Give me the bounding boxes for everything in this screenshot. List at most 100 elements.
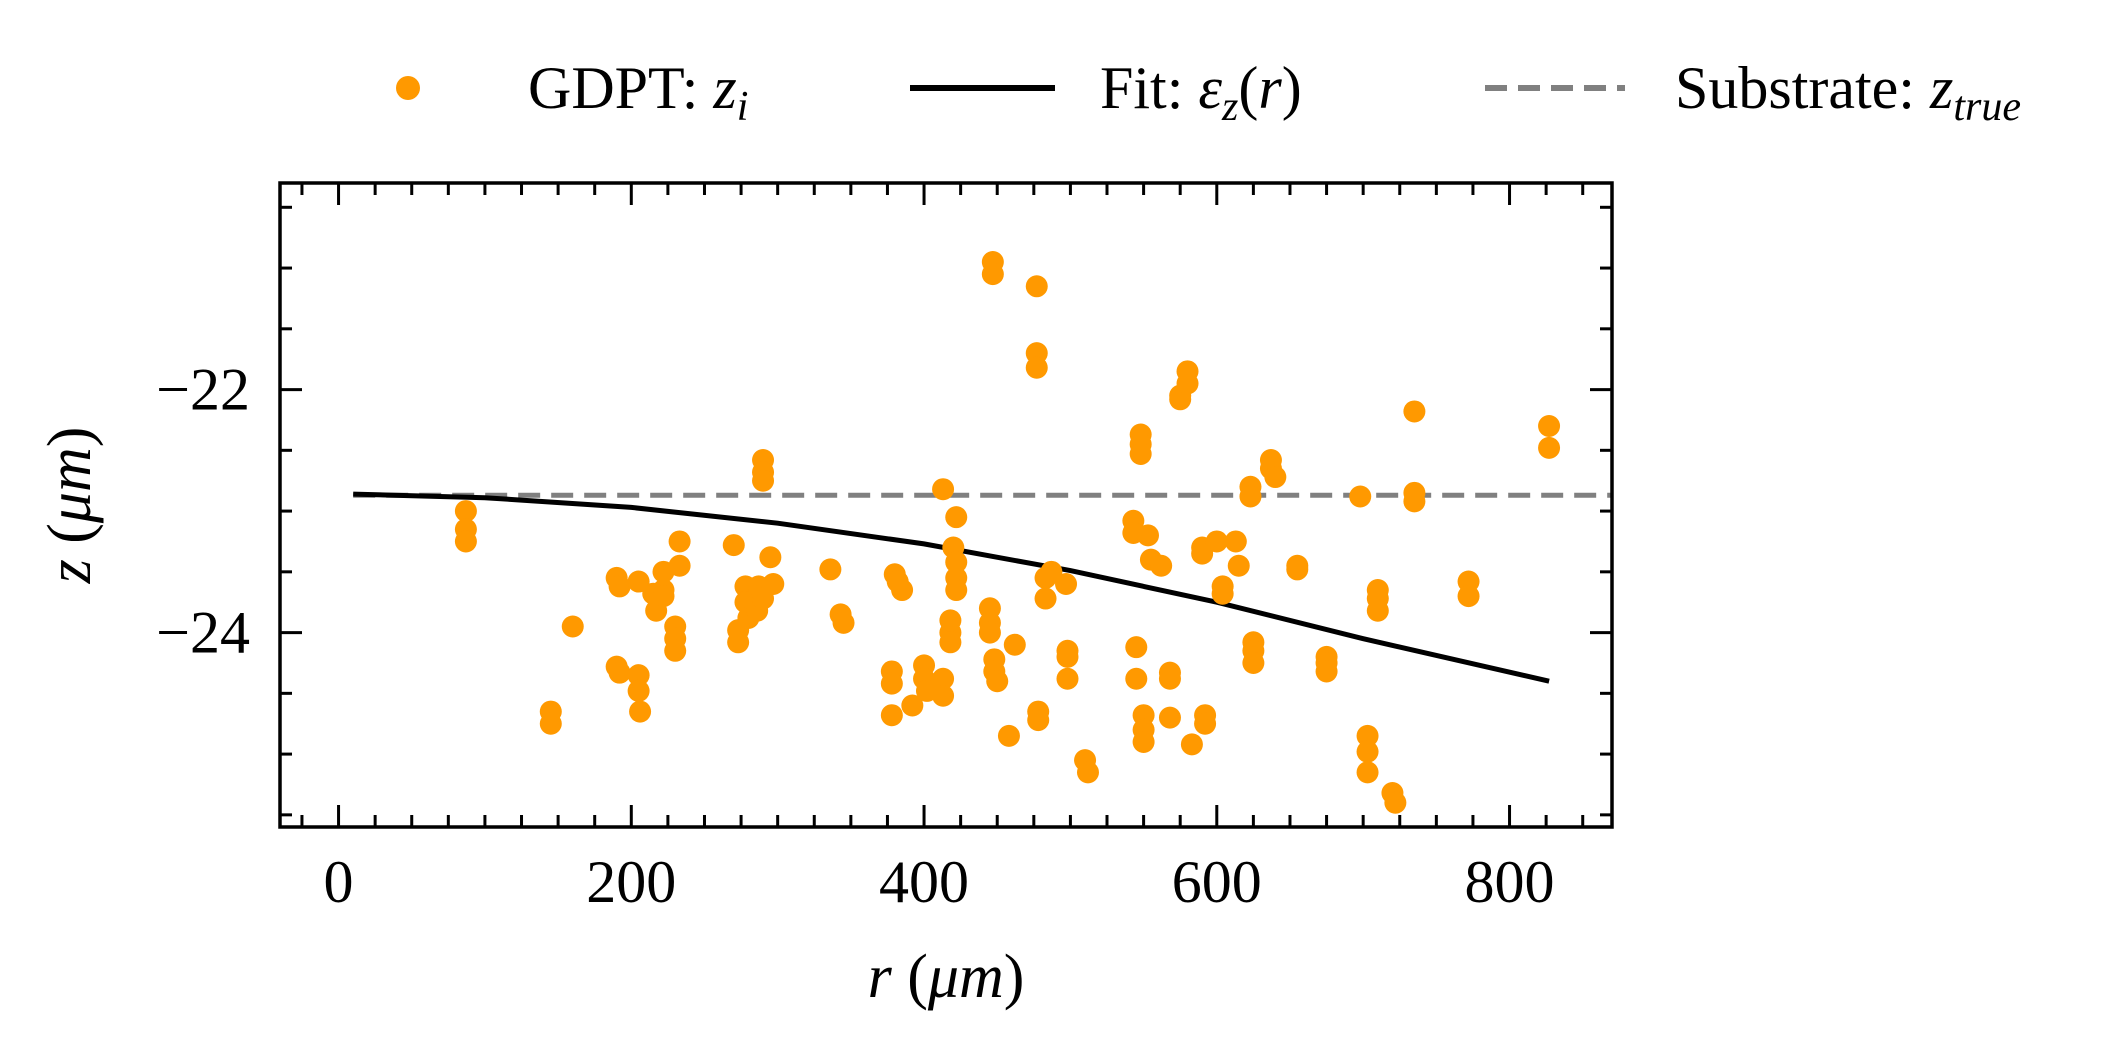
data-point xyxy=(664,639,687,662)
data-point xyxy=(627,664,650,687)
x-tick-label: 400 xyxy=(879,849,969,915)
fit-line xyxy=(353,491,1550,684)
data-point xyxy=(1158,706,1181,729)
data-point xyxy=(1076,761,1099,784)
data-point xyxy=(819,558,842,581)
data-point xyxy=(1158,667,1181,690)
data-point xyxy=(454,500,477,523)
data-point xyxy=(1239,485,1262,508)
axes: 0 200 400 600 800 −22 −24 r (μm) z (μm) xyxy=(36,181,1614,1011)
data-point xyxy=(945,551,968,574)
y-tick-label: −22 xyxy=(156,357,250,423)
data-point xyxy=(932,684,955,707)
legend-label: Fit: εz(r) xyxy=(1100,55,1302,130)
data-point xyxy=(981,263,1004,286)
data-point xyxy=(1224,530,1247,553)
data-point xyxy=(997,724,1020,747)
data-point xyxy=(1040,560,1063,583)
data-point xyxy=(1356,724,1379,747)
data-point xyxy=(629,700,652,723)
data-point xyxy=(945,579,968,602)
legend-marker-dot xyxy=(396,76,420,100)
data-point xyxy=(1191,542,1214,565)
x-tick-label: 200 xyxy=(586,849,676,915)
data-point xyxy=(1056,645,1079,668)
data-point xyxy=(1055,572,1078,595)
data-point xyxy=(1227,554,1250,577)
x-tick-label: 800 xyxy=(1465,849,1555,915)
data-point xyxy=(1003,633,1026,656)
data-point xyxy=(1136,524,1159,547)
data-point xyxy=(1125,636,1148,659)
data-point xyxy=(891,579,914,602)
legend-label: Substrate: ztrue xyxy=(1675,55,2021,130)
data-point xyxy=(1403,400,1426,423)
data-point xyxy=(1538,415,1561,438)
data-point xyxy=(1129,442,1152,465)
data-point xyxy=(1027,709,1050,732)
data-point xyxy=(1242,651,1265,674)
data-point xyxy=(561,615,584,638)
data-point xyxy=(1180,733,1203,756)
x-tick-label: 600 xyxy=(1172,849,1262,915)
data-point xyxy=(668,530,691,553)
data-point xyxy=(1125,667,1148,690)
legend-label: GDPT: zi xyxy=(528,55,748,130)
data-point xyxy=(1150,554,1173,577)
data-point xyxy=(608,575,631,598)
data-point xyxy=(752,469,775,492)
data-point xyxy=(1176,372,1199,395)
data-point xyxy=(1286,558,1309,581)
legend-item: GDPT: zi xyxy=(396,55,748,130)
data-point xyxy=(1457,585,1480,608)
data-point xyxy=(1025,356,1048,379)
data-point xyxy=(539,712,562,735)
data-point xyxy=(454,530,477,553)
data-point xyxy=(627,570,650,593)
data-point xyxy=(762,572,785,595)
y-tick-label: −24 xyxy=(156,600,250,666)
data-point xyxy=(1538,436,1561,459)
data-point xyxy=(932,478,955,501)
data-point xyxy=(880,672,903,695)
data-point xyxy=(1056,667,1079,690)
data-point xyxy=(1264,466,1287,489)
data-point xyxy=(939,609,962,632)
data-point xyxy=(627,679,650,702)
data-point xyxy=(880,704,903,727)
x-axis-label: r (μm) xyxy=(868,943,1025,1011)
data-point xyxy=(1366,599,1389,622)
data-point xyxy=(1132,730,1155,753)
data-point xyxy=(1211,582,1234,605)
x-tick-label: 0 xyxy=(324,849,354,915)
legend-item: Substrate: ztrue xyxy=(1485,55,2021,130)
data-point xyxy=(832,611,855,634)
y-axis-label: z (μm) xyxy=(36,427,104,585)
legend: GDPT: zi Fit: εz(r) Substrate: ztrue xyxy=(396,55,2021,130)
legend-item: Fit: εz(r) xyxy=(910,55,1302,130)
data-point xyxy=(1025,275,1048,298)
data-point xyxy=(1034,587,1057,610)
data-point xyxy=(1315,660,1338,683)
data-point xyxy=(1384,791,1407,814)
data-point xyxy=(722,534,745,557)
data-point xyxy=(939,631,962,654)
data-point xyxy=(608,661,631,684)
data-point xyxy=(1356,740,1379,763)
data-point xyxy=(652,585,675,608)
data-point xyxy=(932,667,955,690)
data-point xyxy=(978,621,1001,644)
data-point xyxy=(668,554,691,577)
data-point xyxy=(1194,712,1217,735)
plot-frame xyxy=(278,181,1614,829)
data-point xyxy=(727,631,750,654)
data-point xyxy=(901,694,924,717)
data-point xyxy=(1349,485,1372,508)
data-point xyxy=(1403,490,1426,513)
plot-area xyxy=(353,250,1612,814)
data-point xyxy=(1356,761,1379,784)
data-point xyxy=(945,506,968,529)
data-point xyxy=(986,670,1009,693)
data-point xyxy=(759,546,782,569)
